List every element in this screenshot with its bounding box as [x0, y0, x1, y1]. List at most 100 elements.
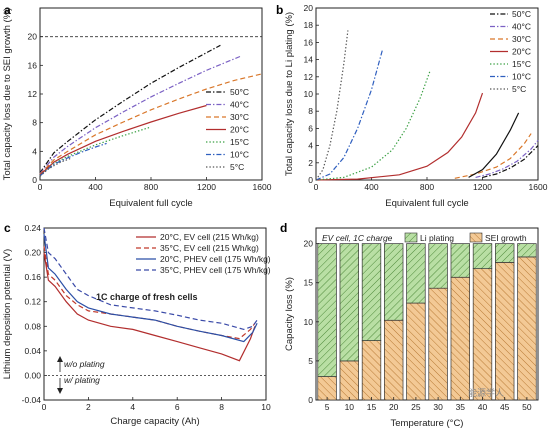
d-xtick-label: 25	[411, 402, 421, 412]
c-legend-label: 20°C, PHEV cell (175 Wh/kg)	[160, 254, 271, 264]
a-legend-label: 20°C	[230, 125, 249, 135]
d-bar-segment	[450, 243, 470, 278]
c-ytick-label: 0.04	[24, 346, 41, 356]
panel-a-xlabel: Equivalent full cycle	[109, 198, 192, 209]
d-xtick-label: 45	[500, 402, 510, 412]
d-legend-label: Li plating	[420, 233, 454, 243]
b-legend-label: 15°C	[512, 59, 531, 69]
d-bar-segment	[428, 243, 448, 289]
d-bar-segment	[495, 243, 515, 263]
d-xtick-label: 10	[345, 402, 355, 412]
panel-d-annotation: EV cell, 1C charge	[322, 233, 393, 243]
c-xtick-label: 8	[219, 402, 224, 412]
a-ytick-label: 4	[32, 146, 37, 156]
panel-d-frame	[315, 227, 539, 401]
d-xtick-label: 40	[478, 402, 488, 412]
panel-c-ylabel: Lithium deposition potential (V)	[2, 249, 13, 379]
a-xtick-label: 800	[144, 182, 158, 192]
c-series-line-2	[43, 234, 258, 343]
a-legend-label: 30°C	[230, 112, 249, 122]
b-ytick-label: 12	[304, 72, 314, 82]
c-ytick-label: 0.24	[24, 223, 41, 233]
c-series-line-0	[43, 252, 256, 362]
panel-a-frame	[39, 7, 263, 181]
panel-c-up-arrow-head	[57, 356, 63, 362]
a-legend-label: 50°C	[230, 87, 249, 97]
d-bar-segment	[384, 243, 404, 321]
a-legend-label: 10°C	[230, 150, 249, 160]
c-ytick-label: 0.12	[24, 297, 41, 307]
d-bar-segment	[472, 243, 493, 270]
d-bar-segment	[428, 287, 448, 401]
panel-d-ylabel: Capacity loss (%)	[284, 277, 295, 351]
d-bar-segment	[450, 276, 470, 401]
d-xtick-label: 30	[433, 402, 443, 412]
c-legend-label: 35°C, EV cell (215 Wh/kg)	[160, 243, 259, 253]
d-ytick-label: 20	[304, 239, 314, 249]
panel-b-frame	[315, 7, 539, 181]
panel-b-xlabel: Equivalent full cycle	[385, 198, 468, 209]
b-series-line-2	[454, 133, 532, 179]
c-ytick-label: 0.08	[24, 321, 41, 331]
b-ytick-label: 2	[308, 158, 313, 168]
panel-d-letter: d	[280, 221, 287, 235]
d-bar-segment	[472, 268, 493, 401]
d-bar-segment	[361, 243, 382, 341]
d-xtick-label: 20	[389, 402, 399, 412]
panel-c-down-arrow-head	[57, 388, 63, 394]
b-legend-label: 10°C	[512, 72, 531, 82]
c-ytick-label: 0.20	[24, 248, 41, 258]
panel-c-annotation: 1C charge of fresh cells	[96, 292, 198, 302]
b-legend-label: 20°C	[512, 47, 531, 57]
c-xtick-label: 2	[86, 402, 91, 412]
panel-c-frame	[43, 227, 267, 401]
panel-c-below-label: w/ plating	[64, 375, 100, 385]
b-legend-label: 30°C	[512, 34, 531, 44]
c-series-line-3	[43, 227, 258, 331]
a-series-line-0	[39, 44, 221, 174]
d-legend-label: SEI growth	[485, 233, 527, 243]
b-legend-label: 40°C	[512, 22, 531, 32]
d-xtick-label: 35	[456, 402, 466, 412]
b-ytick-label: 14	[304, 55, 314, 65]
panel-c-above-label: w/o plating	[64, 359, 105, 369]
a-series-line-6	[39, 157, 71, 177]
b-xtick-label: 0	[314, 182, 319, 192]
c-xtick-label: 0	[42, 402, 47, 412]
d-xtick-label: 15	[367, 402, 377, 412]
d-bar-segment	[317, 376, 337, 401]
a-ytick-label: 8	[32, 118, 37, 128]
panel-a-letter: a	[4, 3, 11, 17]
a-ytick-label: 12	[28, 89, 38, 99]
a-ytick-label: 0	[32, 175, 37, 185]
d-bar-segment	[495, 262, 515, 401]
b-xtick-label: 1200	[473, 182, 492, 192]
d-ytick-label: 15	[304, 278, 314, 288]
a-xtick-label: 0	[38, 182, 43, 192]
b-ytick-label: 16	[304, 37, 314, 47]
a-ytick-label: 20	[28, 32, 38, 42]
panel-d-xlabel: Temperature (°C)	[391, 418, 464, 429]
d-bar-segment	[406, 243, 426, 304]
a-series-line-5	[39, 142, 107, 177]
panel-a-sei-growth-chart: 0 400 800 1200 1600 0 4 8 12 16 20 50°C 40°C 30°C 20°…	[2, 7, 272, 209]
d-xtick-label: 50	[522, 402, 532, 412]
d-ytick-label: 5	[308, 356, 313, 366]
b-series-line-0	[482, 145, 539, 178]
b-ytick-label: 20	[304, 3, 314, 13]
watermark-text: 能源学人	[468, 387, 504, 398]
b-xtick-label: 1600	[529, 182, 548, 192]
d-legend-swatch	[404, 232, 418, 243]
panel-c-deposition-potential-chart: 0 2 4 6 8 10 -0.04 0.00 0.04 0.08 0.12 0.16 0.20 0.24…	[2, 223, 271, 427]
d-bar-segment	[517, 243, 537, 258]
b-legend-label: 50°C	[512, 9, 531, 19]
b-series-line-1	[475, 140, 539, 178]
b-ytick-label: 0	[308, 175, 313, 185]
c-ytick-label: 0.00	[24, 370, 41, 380]
a-legend-label: 40°C	[230, 100, 249, 110]
d-bar-segment	[339, 360, 359, 401]
c-ytick-label: 0.16	[24, 272, 41, 282]
c-xtick-label: 4	[130, 402, 135, 412]
panel-b-li-plating-chart: 0 400 800 1200 1600 0 2 4 6 8 10 12 14 16 18 20 50°C 40°…	[284, 3, 548, 209]
